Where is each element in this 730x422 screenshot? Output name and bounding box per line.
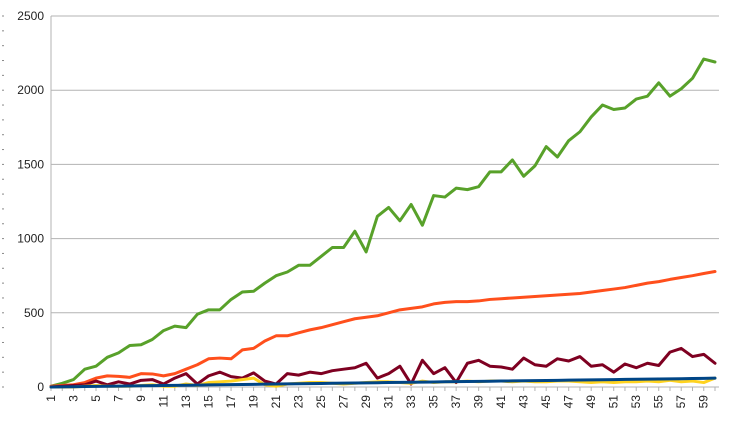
y-tick-label: 500 <box>24 306 44 320</box>
x-tick-label: 39 <box>472 395 486 409</box>
y-tick-label: 2000 <box>17 83 44 97</box>
x-tick-label: 5 <box>89 395 103 402</box>
x-tick-label: 15 <box>202 395 216 409</box>
x-tick-label: 9 <box>134 395 148 402</box>
x-tick-label: 51 <box>607 395 621 409</box>
series-line-2 <box>49 270 717 388</box>
axes <box>2 15 719 391</box>
series-line-1 <box>49 57 717 388</box>
y-tick-label: 1500 <box>17 157 44 171</box>
y-tick-label: 0 <box>37 380 44 394</box>
x-tick-label: 27 <box>337 395 351 409</box>
x-tick-label: 11 <box>157 395 171 408</box>
x-tick-label: 3 <box>67 395 81 402</box>
x-tick-label: 13 <box>179 395 193 409</box>
x-tick-label: 23 <box>292 395 306 409</box>
x-tick-label: 49 <box>584 395 598 409</box>
x-tick-label: 25 <box>314 395 328 409</box>
x-tick-label: 55 <box>652 395 666 409</box>
x-tick-label: 19 <box>247 395 261 409</box>
x-tick-label: 1 <box>44 395 58 402</box>
x-tick-label: 59 <box>697 395 711 409</box>
x-tick-label: 41 <box>494 395 508 409</box>
x-tick-label: 33 <box>404 395 418 409</box>
series-line-3 <box>49 346 717 389</box>
series-line-5 <box>49 376 717 389</box>
series-lines <box>49 57 717 389</box>
x-tick-label: 53 <box>629 395 643 409</box>
x-tick-label: 7 <box>112 395 126 402</box>
x-tick-label: 31 <box>382 395 396 409</box>
x-tick-label: 35 <box>427 395 441 409</box>
x-tick-label: 37 <box>449 395 463 409</box>
x-tick-label: 43 <box>517 395 531 409</box>
x-tick-label: 29 <box>359 395 373 409</box>
y-tick-label: 2500 <box>17 9 44 23</box>
x-tick-label: 17 <box>224 395 238 409</box>
gridlines <box>51 15 719 388</box>
x-tick-label: 45 <box>539 395 553 409</box>
y-tick-label: 1000 <box>17 232 44 246</box>
x-tick-label: 47 <box>562 395 576 409</box>
x-tick-label: 57 <box>674 395 688 409</box>
x-tick-label: 21 <box>269 395 283 409</box>
